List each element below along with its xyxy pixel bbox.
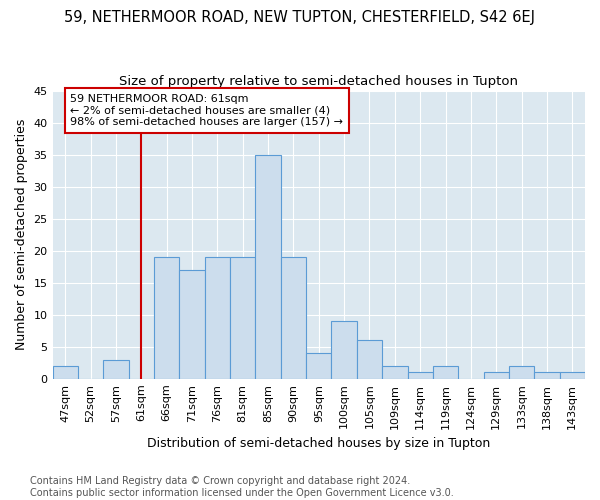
Bar [331, 321, 357, 379]
Bar [230, 257, 256, 379]
Bar [560, 372, 585, 379]
Text: Contains HM Land Registry data © Crown copyright and database right 2024.
Contai: Contains HM Land Registry data © Crown c… [30, 476, 454, 498]
Bar [103, 360, 128, 379]
Bar [205, 257, 230, 379]
Bar [357, 340, 382, 379]
Text: 59 NETHERMOOR ROAD: 61sqm
← 2% of semi-detached houses are smaller (4)
98% of se: 59 NETHERMOOR ROAD: 61sqm ← 2% of semi-d… [70, 94, 343, 127]
Bar [256, 154, 281, 379]
Title: Size of property relative to semi-detached houses in Tupton: Size of property relative to semi-detach… [119, 75, 518, 88]
Bar [179, 270, 205, 379]
Bar [509, 366, 534, 379]
Bar [306, 353, 331, 379]
Y-axis label: Number of semi-detached properties: Number of semi-detached properties [15, 119, 28, 350]
Bar [433, 366, 458, 379]
Bar [407, 372, 433, 379]
Bar [53, 366, 78, 379]
Text: 59, NETHERMOOR ROAD, NEW TUPTON, CHESTERFIELD, S42 6EJ: 59, NETHERMOOR ROAD, NEW TUPTON, CHESTER… [65, 10, 536, 25]
Bar [281, 257, 306, 379]
Bar [534, 372, 560, 379]
Bar [382, 366, 407, 379]
X-axis label: Distribution of semi-detached houses by size in Tupton: Distribution of semi-detached houses by … [147, 437, 490, 450]
Bar [484, 372, 509, 379]
Bar [154, 257, 179, 379]
